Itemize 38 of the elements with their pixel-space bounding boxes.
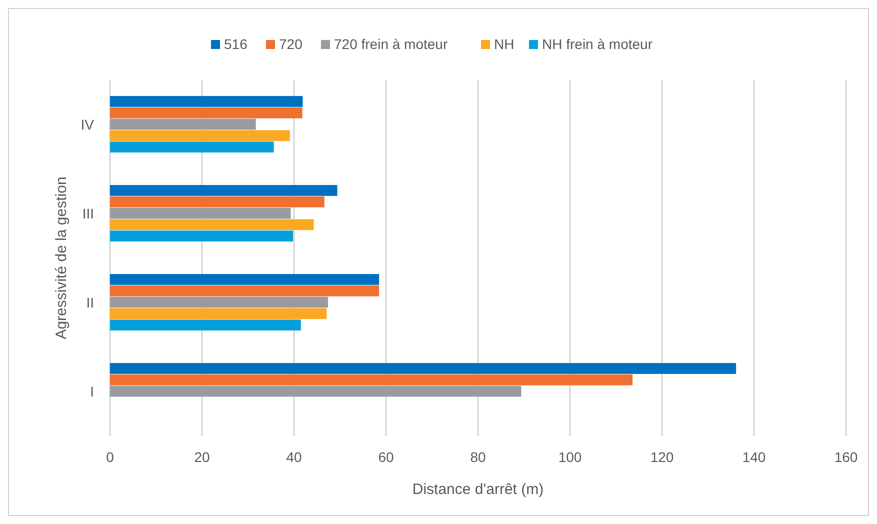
bar <box>110 374 633 386</box>
bar <box>110 107 302 118</box>
y-tick-label: IV <box>80 116 95 132</box>
bar <box>110 208 291 219</box>
x-tick-label: 60 <box>378 449 394 465</box>
bar <box>110 320 301 330</box>
bar <box>110 308 327 320</box>
bar <box>110 274 380 285</box>
y-tick-label: III <box>82 206 94 222</box>
y-tick-label: I <box>90 384 94 400</box>
bar <box>110 196 324 208</box>
x-tick-label: 40 <box>286 449 302 465</box>
x-axis-title: Distance d'arrêt (m) <box>412 481 544 498</box>
bar <box>110 363 736 374</box>
bar <box>110 142 274 152</box>
x-tick-label: 140 <box>742 449 766 465</box>
x-tick-label: 120 <box>650 449 674 465</box>
legend-label: 720 <box>279 36 303 52</box>
x-tick-label: 100 <box>558 449 582 465</box>
bar <box>110 130 290 142</box>
bar <box>110 285 380 296</box>
x-tick-label: 20 <box>194 449 210 465</box>
legend-label: NH frein à moteur <box>542 36 653 52</box>
bar <box>110 185 338 196</box>
legend-label: 720 frein à moteur <box>334 36 448 52</box>
bar <box>110 296 328 308</box>
y-axis-title: Agressivité de la gestion <box>53 176 70 340</box>
bar <box>110 219 314 230</box>
bar <box>110 386 522 397</box>
bar <box>110 230 294 242</box>
x-tick-label: 80 <box>470 449 486 465</box>
bar <box>110 96 303 107</box>
legend-label: 516 <box>224 36 248 52</box>
legend-label: NH <box>494 36 514 52</box>
bar <box>110 118 256 130</box>
y-tick-label: II <box>86 294 94 310</box>
x-tick-label: 160 <box>834 449 858 465</box>
x-tick-label: 0 <box>106 449 114 465</box>
